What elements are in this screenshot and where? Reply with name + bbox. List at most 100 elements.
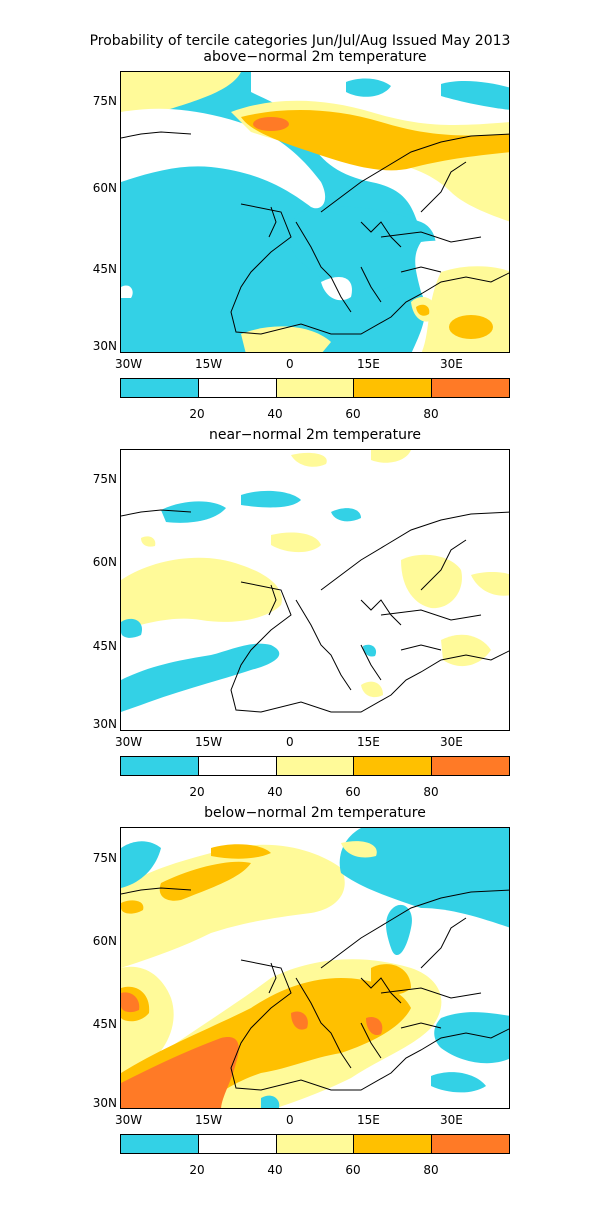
lon-label: 0: [286, 735, 294, 749]
map-above-normal: [120, 71, 510, 353]
lat-label: 30N: [92, 1096, 117, 1110]
lon-label: 15E: [357, 1113, 380, 1127]
lon-label: 15E: [357, 357, 380, 371]
lat-label: 75N: [92, 851, 117, 865]
coastline: [121, 131, 509, 335]
field-c1: [241, 490, 301, 508]
field-c3: [271, 532, 321, 553]
colorbar-label: 20: [189, 407, 205, 421]
panel-below-normal: below−normal 2m temperature: [0, 805, 600, 1227]
field-c3: [241, 326, 331, 352]
field-c3: [121, 557, 282, 630]
field-c1: [431, 1072, 486, 1093]
colorbar: [120, 756, 510, 776]
field-c3: [291, 452, 327, 467]
field-c1: [339, 828, 509, 938]
field-c1: [161, 501, 226, 523]
field-c3: [401, 554, 462, 609]
colorbar-label: 40: [267, 785, 283, 799]
field-c4: [159, 861, 251, 901]
colorbar: [120, 378, 510, 398]
field-c4: [371, 964, 411, 995]
panel-title: below−normal 2m temperature: [204, 805, 426, 821]
field-c1: [121, 841, 161, 888]
colorbar: [120, 1134, 510, 1154]
field-c2: [121, 108, 326, 209]
lat-label: 30N: [92, 717, 117, 731]
colorbar-seg: [121, 757, 199, 775]
colorbar-label: 60: [345, 1163, 361, 1177]
lon-label: 30W: [115, 357, 143, 371]
field-c4: [241, 110, 509, 171]
colorbar-seg: [198, 757, 277, 775]
field-c4: [211, 844, 271, 859]
field-c3: [141, 536, 156, 547]
colorbar-seg: [276, 1135, 355, 1153]
field-c3: [361, 681, 383, 698]
lat-label: 75N: [92, 472, 117, 486]
panel-title: above−normal 2m temperature: [203, 49, 427, 65]
colorbar-seg: [121, 1135, 199, 1153]
panel-title: near−normal 2m temperature: [208, 427, 422, 443]
colorbar-seg: [432, 1135, 509, 1153]
field-c3: [471, 572, 509, 596]
field-c3: [341, 841, 377, 858]
field-c2: [121, 285, 133, 298]
lon-label: 0: [286, 357, 294, 371]
figure-title: Probability of tercile categories Jun/Ju…: [89, 33, 511, 49]
field-c1: [121, 618, 142, 638]
field-c1: [289, 206, 436, 296]
field-c1: [346, 78, 391, 97]
lon-label: 0: [286, 1113, 294, 1127]
colorbar-label: 20: [189, 785, 205, 799]
panel-near-normal: near−normal 2m temperature 75N 60N 4: [0, 427, 600, 849]
colorbar-label: 40: [267, 407, 283, 421]
colorbar-label: 20: [189, 1163, 205, 1177]
colorbar-seg: [121, 379, 199, 397]
colorbar-label: 80: [423, 407, 439, 421]
colorbar-seg: [354, 379, 433, 397]
field-c4: [416, 304, 430, 316]
field-c5: [291, 1011, 308, 1030]
field-c3: [441, 634, 491, 667]
lat-label: 45N: [92, 262, 117, 276]
lon-label: 30E: [440, 1113, 463, 1127]
field-c4: [121, 900, 144, 914]
map-near-normal: [120, 449, 510, 731]
lon-label: 15W: [195, 357, 223, 371]
field-c1: [261, 1095, 280, 1108]
panel-above-normal: above−normal 2m temperature: [0, 49, 600, 471]
lon-label: 30E: [440, 357, 463, 371]
colorbar-seg: [432, 379, 509, 397]
lon-label: 30W: [115, 735, 143, 749]
field-c5: [366, 1016, 383, 1036]
colorbar-seg: [198, 1135, 277, 1153]
colorbar-label: 80: [423, 1163, 439, 1177]
field-c4: [449, 315, 493, 339]
field-c5: [121, 1037, 239, 1108]
map-below-normal: [120, 827, 510, 1109]
field-c1: [441, 81, 509, 110]
colorbar-label: 80: [423, 785, 439, 799]
field-c1: [434, 1012, 509, 1064]
colorbar-label: 60: [345, 785, 361, 799]
lat-label: 60N: [92, 181, 117, 195]
lat-label: 30N: [92, 339, 117, 353]
field-c2: [420, 908, 509, 1008]
lat-label: 60N: [92, 555, 117, 569]
lon-label: 15W: [195, 1113, 223, 1127]
coastline: [121, 887, 509, 1091]
lat-label: 75N: [92, 94, 117, 108]
field-c1: [121, 643, 280, 712]
field-c3: [231, 581, 252, 594]
colorbar-seg: [198, 379, 277, 397]
colorbar-seg: [276, 379, 355, 397]
colorbar-seg: [432, 757, 509, 775]
field-c1: [331, 508, 361, 522]
field-c1: [386, 904, 412, 956]
lat-label: 45N: [92, 639, 117, 653]
lon-label: 15E: [357, 735, 380, 749]
field-c3: [121, 844, 345, 968]
field-c3: [371, 450, 411, 463]
field-c5: [253, 117, 289, 131]
